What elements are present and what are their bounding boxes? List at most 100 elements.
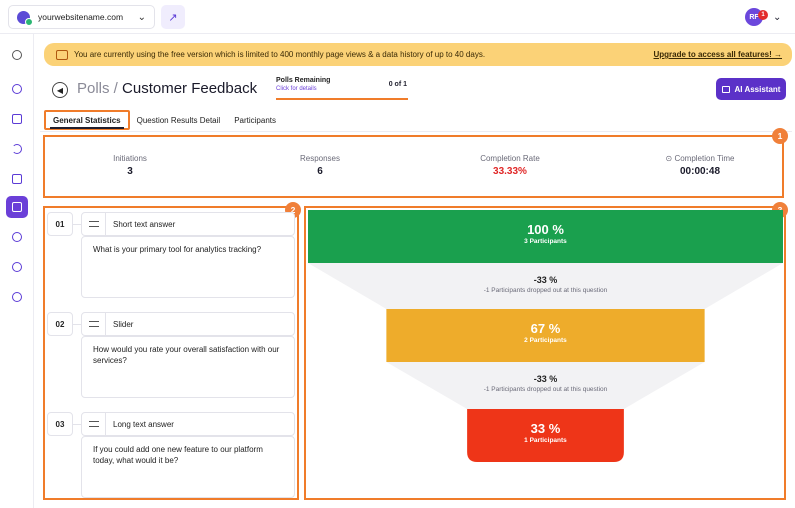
upgrade-link[interactable]: Upgrade to access all features! → — [653, 50, 783, 59]
chevron-down-icon: ⌄ — [773, 11, 782, 23]
user-menu[interactable]: RF 1 ⌄ — [745, 5, 787, 29]
funnel-step-percent: 100 % — [527, 222, 564, 237]
stat-label: ⊙ Completion Time — [665, 154, 735, 163]
stat-value: 00:00:48 — [679, 166, 721, 177]
stat-value: 6 — [317, 166, 323, 177]
stat-initiations: Initiations 3 — [70, 154, 190, 177]
polls-remaining-count: 0 of 1 — [388, 81, 407, 88]
funnel-highlight — [304, 206, 786, 500]
notification-badge: 1 — [758, 10, 768, 20]
question-number: 02 — [47, 312, 73, 336]
target-icon — [12, 174, 22, 184]
sidebar-item-analytics[interactable] — [6, 78, 28, 100]
question-header: Long text answer — [81, 412, 295, 436]
questions-highlight — [43, 206, 299, 500]
funnel-bar — [308, 210, 783, 263]
stat-value: 33.33% — [493, 166, 527, 177]
question-number: 03 — [47, 412, 73, 436]
question-header: Short text answer — [81, 212, 295, 236]
drop-percent: -33 % — [533, 275, 558, 285]
tab-participants[interactable]: Participants — [234, 115, 276, 125]
avatar: RF 1 — [745, 8, 768, 26]
funnel-dropoff-area — [386, 362, 705, 409]
free-plan-banner: You are currently using the free version… — [44, 43, 792, 66]
shield-icon — [12, 232, 22, 242]
question-text: If you could add one new feature to our … — [81, 436, 295, 498]
top-bar: yourwebsitename.com ⌄ ↗ RF 1 ⌄ — [0, 0, 795, 34]
inbox-icon — [12, 114, 22, 124]
stat-label: Responses — [299, 154, 341, 163]
stat-value: 3 — [127, 166, 133, 177]
connector — [73, 424, 81, 425]
globe-icon — [12, 84, 22, 94]
tab-question-results-detail[interactable]: Question Results Detail — [136, 115, 221, 125]
spiral-icon — [12, 144, 22, 154]
user-icon — [12, 292, 22, 302]
poll-icon — [12, 202, 22, 212]
poll-title: Customer Feedback — [122, 80, 258, 97]
sidebar-item-funnels[interactable] — [6, 138, 28, 160]
connector — [73, 224, 81, 225]
polls-remaining-bar — [276, 98, 408, 100]
sidebar-item-inbox[interactable] — [6, 108, 28, 130]
sidebar-item-settings[interactable] — [6, 256, 28, 278]
sidebar-toggle-icon[interactable] — [6, 44, 28, 66]
sidebar — [0, 34, 34, 508]
stat-responses: Responses 6 — [260, 154, 380, 177]
breadcrumb[interactable]: Polls / — [77, 80, 123, 97]
open-external-button[interactable]: ↗ — [161, 5, 185, 29]
polls-remaining[interactable]: Polls Remaining Click for details 0 of 1 — [276, 77, 408, 101]
question-type: Short text answer — [113, 219, 176, 229]
tabs-divider — [40, 131, 792, 132]
stat-completion-rate: Completion Rate 33.33% — [450, 154, 570, 177]
funnel-drop-2: -33 % -1 Participants dropped out at thi… — [308, 374, 783, 393]
external-link-icon: ↗ — [168, 11, 178, 24]
arrow-left-icon: ◀ — [56, 85, 64, 95]
stat-completion-time: ⊙ Completion Time 00:00:48 — [640, 154, 760, 177]
tab-general-statistics[interactable]: General Statistics — [44, 110, 130, 130]
question-number: 01 — [47, 212, 73, 236]
stat-label: Completion Rate — [480, 154, 540, 163]
funnel-step-percent: 33 % — [530, 421, 561, 436]
funnel-chart — [308, 210, 783, 462]
funnel-drop-1: -33 % -1 Participants dropped out at thi… — [308, 275, 783, 294]
polls-remaining-details-link[interactable]: Click for details — [276, 86, 317, 92]
funnel-step-participants: 1 Participants — [524, 437, 567, 444]
question-type: Long text answer — [113, 419, 174, 429]
ai-assistant-label: AI Assistant — [734, 84, 781, 94]
short-text-icon — [82, 213, 106, 235]
question-header: Slider — [81, 312, 295, 336]
ai-assistant-button[interactable]: AI Assistant — [716, 78, 786, 100]
long-text-icon — [82, 413, 106, 435]
question-text: How would you rate your overall satisfac… — [81, 336, 295, 398]
callout-marker-1: 1 — [772, 128, 788, 144]
website-selector[interactable]: yourwebsitename.com ⌄ — [8, 5, 155, 29]
funnel-step-3: 33 % 1 Participants — [467, 421, 624, 444]
tab-bar: General Statistics Question Results Deta… — [44, 110, 283, 132]
funnel-step-1: 100 % 3 Participants — [308, 222, 783, 245]
funnel-bar — [467, 409, 624, 462]
question-text: What is your primary tool for analytics … — [81, 236, 295, 298]
back-button[interactable]: ◀ — [52, 82, 68, 98]
website-name: yourwebsitename.com — [38, 12, 124, 22]
drop-percent: -33 % — [533, 374, 558, 384]
slider-icon — [82, 313, 106, 335]
funnel-step-percent: 67 % — [530, 321, 561, 336]
connector — [73, 324, 81, 325]
stats-highlight — [43, 135, 784, 198]
banner-message: You are currently using the free version… — [74, 50, 486, 59]
page-title: Polls / Customer Feedback — [77, 80, 257, 97]
sidebar-item-account[interactable] — [6, 286, 28, 308]
chevron-down-icon: ⌄ — [137, 11, 146, 23]
sidebar-item-recordings[interactable] — [6, 168, 28, 190]
sidebar-item-security[interactable] — [6, 226, 28, 248]
stat-label: Initiations — [113, 154, 147, 163]
gear-icon — [12, 262, 22, 272]
lock-icon — [56, 49, 68, 60]
drop-text: -1 Participants dropped out at this ques… — [483, 386, 608, 393]
funnel-step-2: 67 % 2 Participants — [386, 321, 704, 344]
globe-icon — [17, 10, 33, 26]
funnel-step-participants: 2 Participants — [524, 337, 567, 344]
funnel-step-participants: 3 Participants — [524, 238, 567, 245]
sidebar-item-polls[interactable] — [6, 196, 28, 218]
